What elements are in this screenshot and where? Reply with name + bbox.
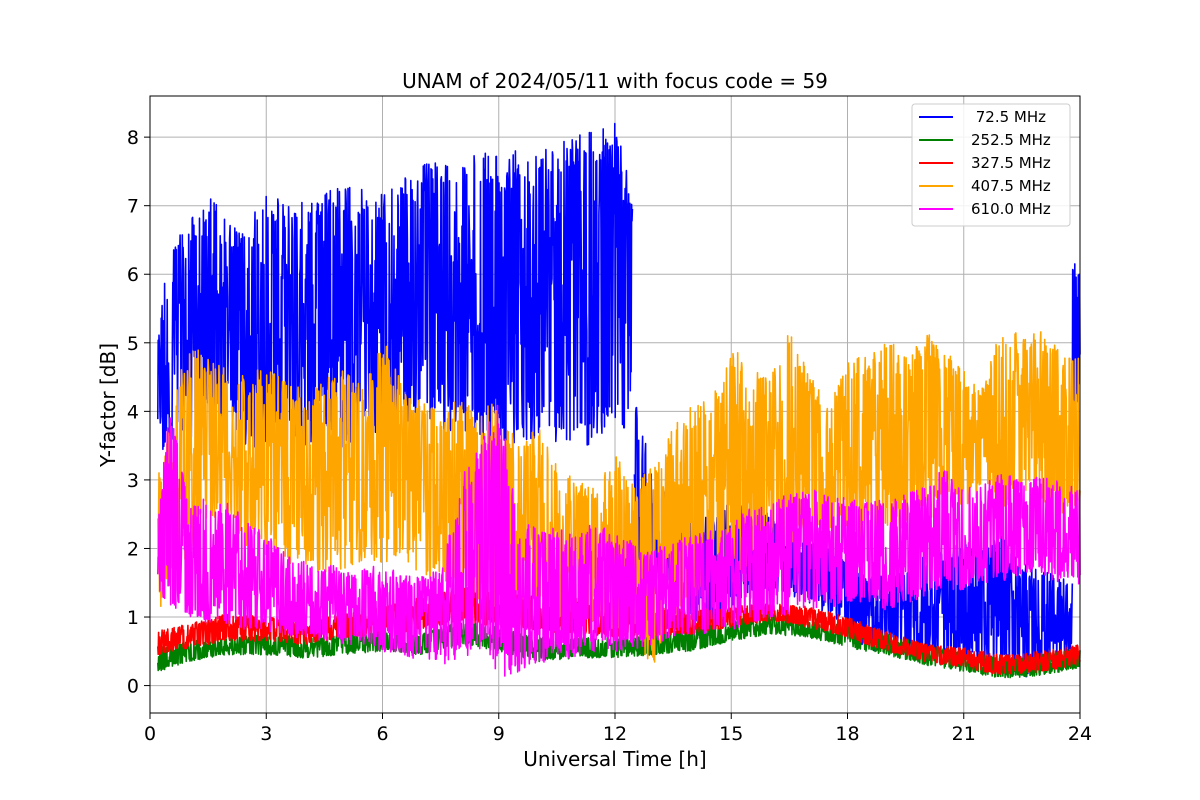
x-tick-label: 12 [603, 723, 627, 745]
x-tick-label: 0 [144, 723, 156, 745]
x-tick-label: 9 [493, 723, 505, 745]
x-tick-label: 6 [376, 723, 388, 745]
y-tick-label: 1 [127, 607, 139, 629]
legend-entry-label: 610.0 MHz [971, 200, 1051, 218]
legend-entry-label: 72.5 MHz [971, 108, 1046, 126]
y-tick-label: 0 [127, 676, 139, 698]
chart-title: UNAM of 2024/05/11 with focus code = 59 [402, 69, 828, 93]
y-tick-label: 4 [127, 401, 139, 423]
legend-entry-label: 327.5 MHz [971, 154, 1051, 172]
legend-entry-label: 407.5 MHz [971, 177, 1051, 195]
y-axis-ticks: 0 1 2 3 4 5 6 7 8 [127, 127, 150, 698]
x-tick-label: 24 [1068, 723, 1092, 745]
legend-box [911, 103, 1071, 227]
y-tick-label: 3 [127, 470, 139, 492]
y-tick-label: 5 [127, 333, 139, 355]
x-axis-ticks: 0 3 6 9 12 15 18 21 24 [144, 713, 1092, 745]
y-axis-label: Y-factor [dB] [96, 343, 120, 468]
series-line [157, 404, 1081, 677]
legend: 72.5 MHz 252.5 MHz 327.5 MHz 407.5 MHz 610.0… [911, 103, 1071, 227]
x-tick-label: 3 [260, 723, 272, 745]
x-tick-label: 15 [719, 723, 743, 745]
y-tick-label: 8 [127, 127, 139, 149]
series-line [157, 122, 634, 451]
x-tick-label: 21 [952, 723, 976, 745]
x-tick-label: 18 [835, 723, 859, 745]
y-tick-label: 2 [127, 538, 139, 560]
series-610-0-mhz [157, 404, 1081, 677]
y-tick-label: 7 [127, 196, 139, 218]
series-group [157, 122, 1081, 679]
legend-entry-label: 252.5 MHz [971, 131, 1051, 149]
x-axis-label: Universal Time [h] [523, 747, 706, 771]
y-tick-label: 6 [127, 264, 139, 286]
